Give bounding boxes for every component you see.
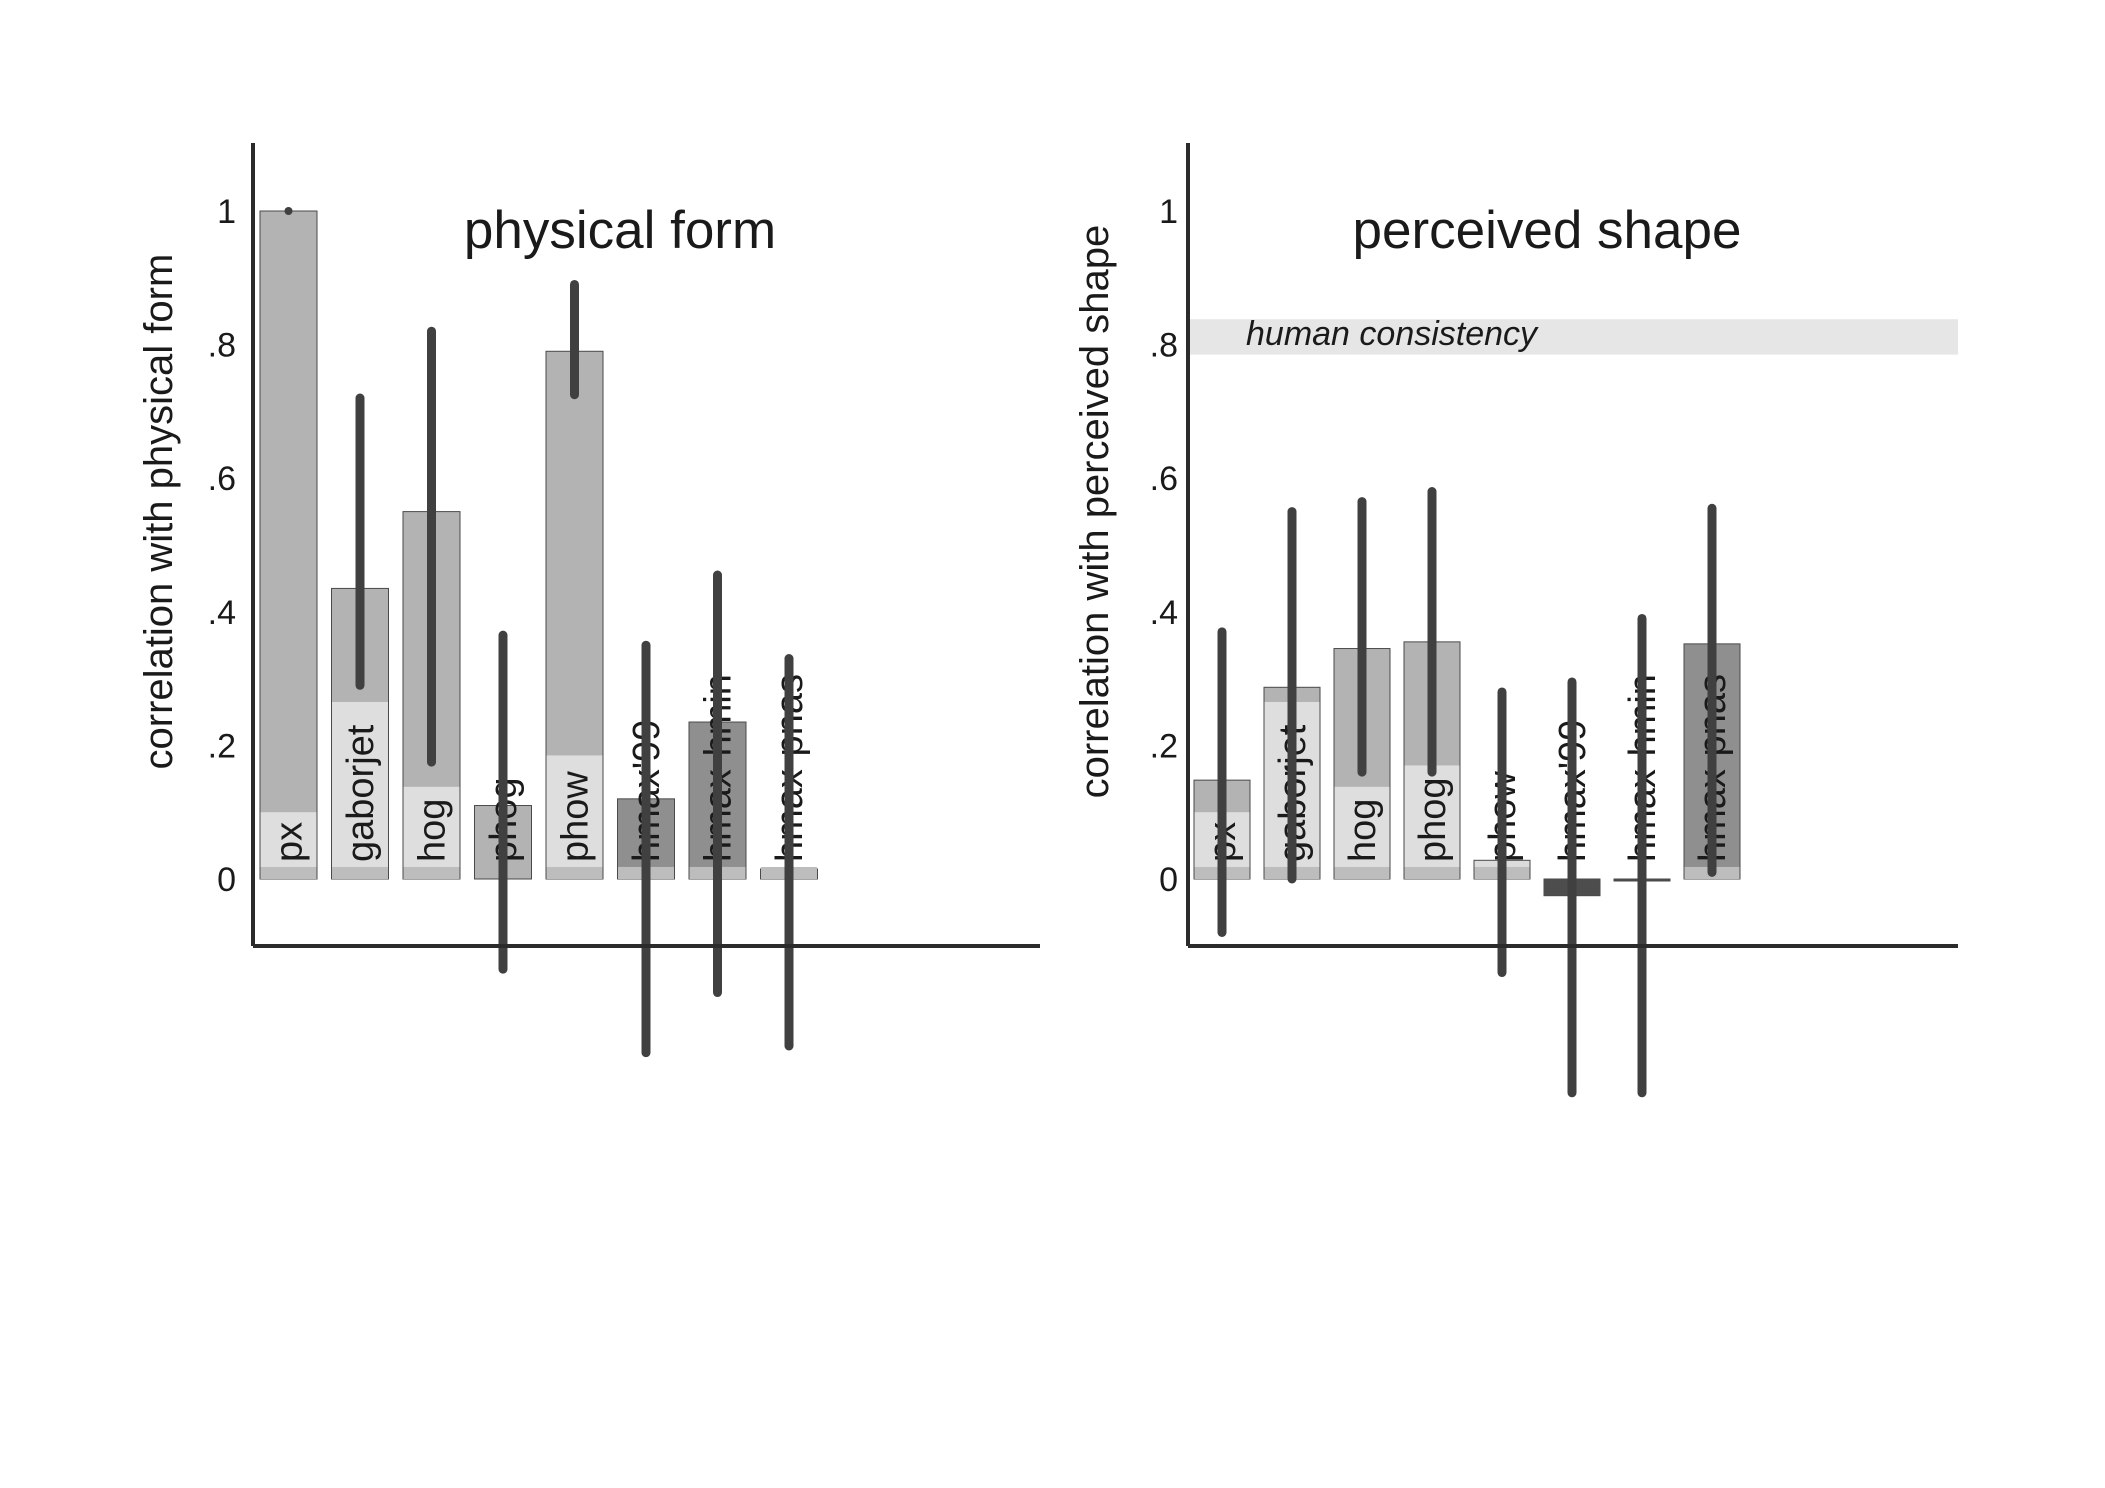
human-consistency-label: human consistency (1246, 315, 1539, 353)
y-tick-label: .2 (208, 727, 236, 765)
y-tick-label: 0 (217, 861, 236, 899)
y-tick-label: .4 (1150, 594, 1178, 632)
category-label-gaborjet: gaborjet (340, 724, 382, 862)
floor-base-hog (1334, 866, 1390, 879)
y-tick-label: 0 (1159, 861, 1178, 899)
y-tick-label: .8 (208, 327, 236, 365)
chart-panel-1: pxgaborjethogphogphowhmax'99hmax-hminhma… (137, 143, 1040, 1058)
y-axis-label: correlation with perceived shape (1073, 225, 1117, 799)
floor-hog (1334, 786, 1390, 879)
floor-base-gaborjet (332, 866, 388, 879)
y-tick-label: 1 (1159, 193, 1178, 231)
floor-phow (546, 755, 603, 879)
floor-base-hog (403, 866, 460, 879)
y-tick-label: .2 (1150, 727, 1178, 765)
floor-base-px (260, 866, 317, 879)
error-bar-px (284, 207, 293, 215)
chart-panel-2: human consistencypxgaborjethogphogphowhm… (1073, 143, 1958, 1098)
category-label-phog: phog (1412, 777, 1454, 862)
floor-hog (403, 786, 460, 879)
chart-title: physical form (464, 201, 776, 260)
category-label-hog: hog (412, 799, 454, 862)
y-tick-label: .4 (208, 594, 236, 632)
floor-phog (1404, 765, 1460, 879)
chart-title: perceived shape (1353, 201, 1742, 260)
y-tick-label: 1 (217, 193, 236, 231)
floor-gaborjet (332, 701, 388, 879)
y-tick-label: .8 (1150, 327, 1178, 365)
category-label-px: px (269, 822, 311, 862)
y-tick-label: .6 (208, 460, 236, 498)
y-tick-label: .6 (1150, 460, 1178, 498)
y-axis-label: correlation with physical form (137, 254, 181, 770)
floor-base-phog (1404, 866, 1460, 879)
category-label-hog: hog (1342, 799, 1384, 862)
human-consistency-band (1190, 319, 1958, 355)
category-label-phow: phow (555, 771, 597, 862)
floor-base-phow (546, 866, 603, 879)
bar-px (259, 210, 318, 880)
